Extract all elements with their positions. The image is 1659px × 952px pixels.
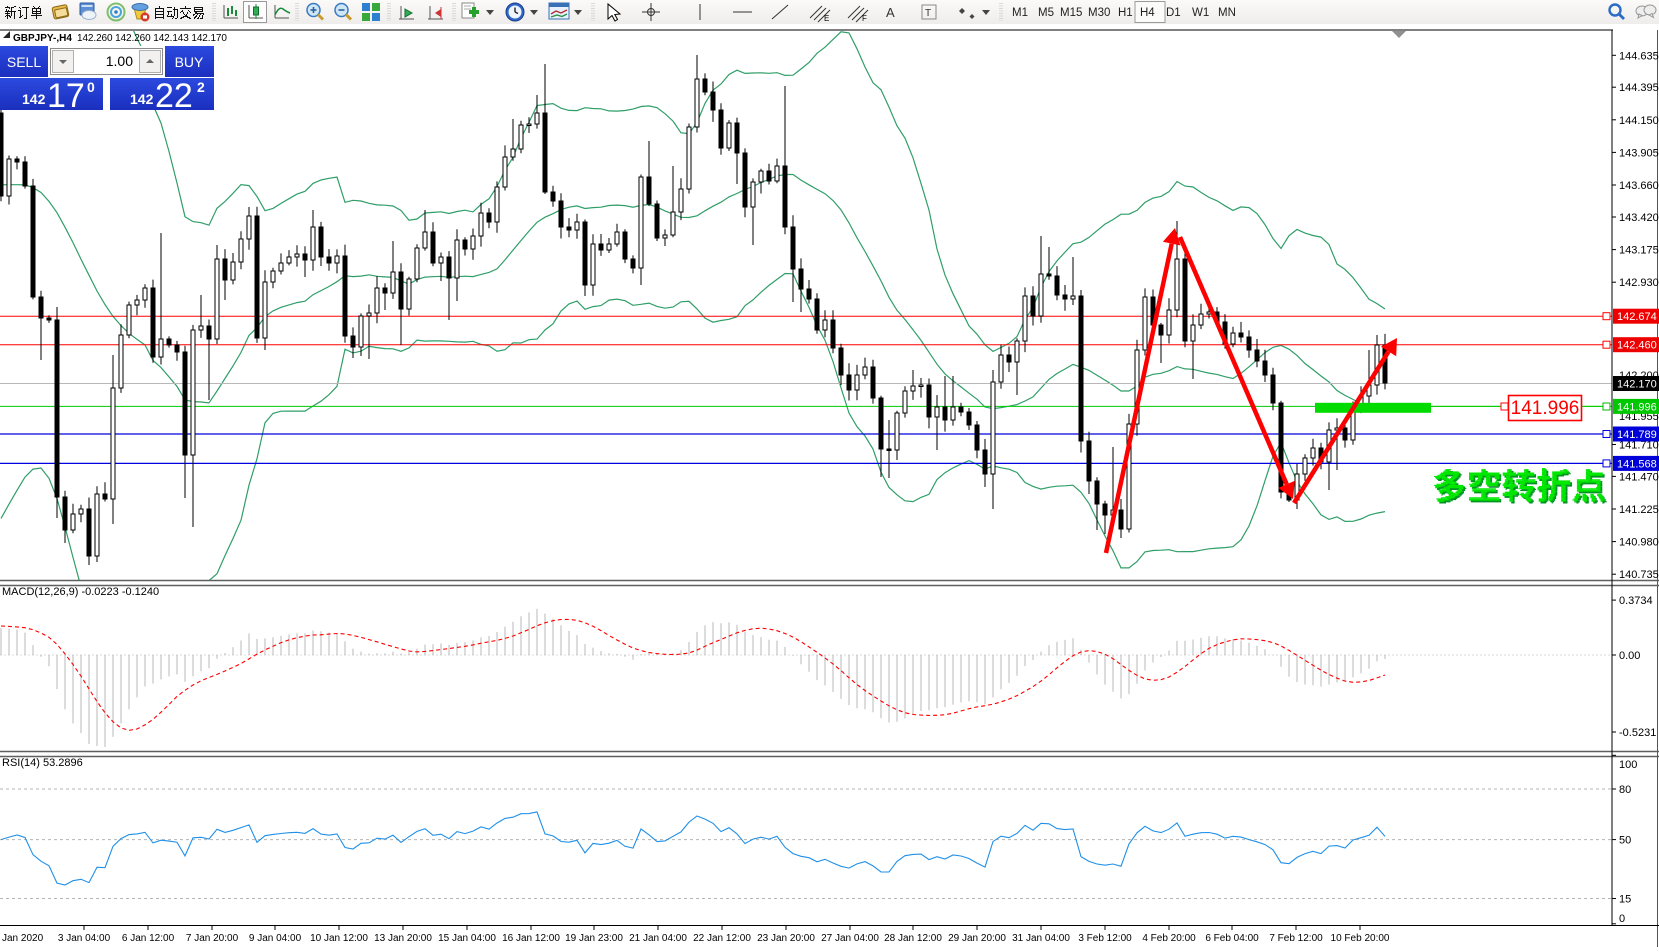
svg-text:10 Jan 12:00: 10 Jan 12:00 bbox=[310, 933, 368, 944]
svg-text:21 Jan 04:00: 21 Jan 04:00 bbox=[629, 933, 687, 944]
svg-text:142.260 142.260 142.143 142.17: 142.260 142.260 142.143 142.170 bbox=[77, 33, 227, 44]
svg-text:16 Jan 12:00: 16 Jan 12:00 bbox=[502, 933, 560, 944]
svg-text:MN: MN bbox=[1218, 7, 1236, 19]
svg-text:M15: M15 bbox=[1060, 7, 1082, 19]
svg-text:29 Jan 20:00: 29 Jan 20:00 bbox=[948, 933, 1006, 944]
svg-text:141.955: 141.955 bbox=[1619, 411, 1659, 423]
svg-text:9 Jan 04:00: 9 Jan 04:00 bbox=[249, 933, 302, 944]
svg-text:0: 0 bbox=[1619, 913, 1625, 925]
svg-text:M1: M1 bbox=[1012, 7, 1028, 19]
svg-text:22: 22 bbox=[155, 77, 193, 115]
svg-text:142.170: 142.170 bbox=[1617, 379, 1657, 391]
svg-text:MACD(12,26,9) -0.0223 -0.1240: MACD(12,26,9) -0.0223 -0.1240 bbox=[2, 586, 159, 598]
svg-text:142: 142 bbox=[22, 91, 46, 107]
svg-text:7 Jan 20:00: 7 Jan 20:00 bbox=[186, 933, 239, 944]
svg-text:0.00: 0.00 bbox=[1619, 650, 1640, 662]
svg-text:7 Feb 12:00: 7 Feb 12:00 bbox=[1269, 933, 1323, 944]
svg-text:141.789: 141.789 bbox=[1617, 429, 1657, 441]
svg-text:F: F bbox=[862, 14, 867, 23]
svg-text:T: T bbox=[925, 8, 931, 19]
svg-text:W1: W1 bbox=[1192, 7, 1209, 19]
svg-text:M30: M30 bbox=[1088, 7, 1110, 19]
svg-text:0.3734: 0.3734 bbox=[1619, 595, 1653, 607]
svg-text:142: 142 bbox=[130, 91, 154, 107]
svg-text:80: 80 bbox=[1619, 784, 1631, 796]
svg-text:RSI(14) 53.2896: RSI(14) 53.2896 bbox=[2, 757, 83, 769]
svg-text:23 Jan 20:00: 23 Jan 20:00 bbox=[757, 933, 815, 944]
svg-text:15: 15 bbox=[1619, 894, 1631, 906]
svg-text:141.470: 141.470 bbox=[1619, 471, 1659, 483]
svg-text:A: A bbox=[886, 5, 895, 20]
svg-text:3 Feb 12:00: 3 Feb 12:00 bbox=[1078, 933, 1132, 944]
svg-text:-0.5231: -0.5231 bbox=[1619, 727, 1656, 739]
svg-text:143.905: 143.905 bbox=[1619, 147, 1659, 159]
svg-text:140.735: 140.735 bbox=[1619, 569, 1659, 581]
svg-text:144.395: 144.395 bbox=[1619, 82, 1659, 94]
svg-text:19 Jan 23:00: 19 Jan 23:00 bbox=[565, 933, 623, 944]
svg-text:142.930: 142.930 bbox=[1619, 277, 1659, 289]
svg-text:SELL: SELL bbox=[7, 54, 41, 70]
svg-text:144.635: 144.635 bbox=[1619, 50, 1659, 62]
svg-text:31 Jan 04:00: 31 Jan 04:00 bbox=[1012, 933, 1070, 944]
svg-text:27 Jan 04:00: 27 Jan 04:00 bbox=[821, 933, 879, 944]
svg-text:141.996: 141.996 bbox=[1511, 398, 1580, 419]
svg-text:140.980: 140.980 bbox=[1619, 537, 1659, 549]
svg-text:Jan 2020: Jan 2020 bbox=[2, 933, 44, 944]
svg-text:28 Jan 12:00: 28 Jan 12:00 bbox=[884, 933, 942, 944]
svg-text:144.150: 144.150 bbox=[1619, 115, 1659, 127]
svg-text:D1: D1 bbox=[1166, 7, 1181, 19]
svg-text:6 Feb 04:00: 6 Feb 04:00 bbox=[1205, 933, 1259, 944]
svg-text:17: 17 bbox=[47, 77, 85, 115]
svg-text:13 Jan 20:00: 13 Jan 20:00 bbox=[374, 933, 432, 944]
svg-text:141.996: 141.996 bbox=[1617, 401, 1657, 413]
svg-text:1.00: 1.00 bbox=[106, 53, 133, 69]
svg-text:E: E bbox=[824, 14, 829, 23]
svg-text:141.225: 141.225 bbox=[1619, 504, 1659, 516]
svg-text:143.175: 143.175 bbox=[1619, 245, 1659, 257]
svg-text:141.568: 141.568 bbox=[1617, 458, 1657, 470]
svg-text:6 Jan 12:00: 6 Jan 12:00 bbox=[122, 933, 175, 944]
svg-text:3 Jan 04:00: 3 Jan 04:00 bbox=[58, 933, 111, 944]
svg-text:143.660: 143.660 bbox=[1619, 180, 1659, 192]
svg-text:2: 2 bbox=[197, 79, 205, 95]
svg-text:4 Feb 20:00: 4 Feb 20:00 bbox=[1142, 933, 1196, 944]
svg-text:H4: H4 bbox=[1140, 7, 1155, 19]
svg-text:100: 100 bbox=[1619, 759, 1637, 771]
svg-text:10 Feb 20:00: 10 Feb 20:00 bbox=[1331, 933, 1390, 944]
svg-text:141.710: 141.710 bbox=[1619, 440, 1659, 452]
svg-text:50: 50 bbox=[1619, 835, 1631, 847]
svg-text:GBPJPY-,H4: GBPJPY-,H4 bbox=[13, 33, 72, 44]
svg-text:15 Jan 04:00: 15 Jan 04:00 bbox=[438, 933, 496, 944]
svg-text:22 Jan 12:00: 22 Jan 12:00 bbox=[693, 933, 751, 944]
svg-text:143.420: 143.420 bbox=[1619, 212, 1659, 224]
svg-text:BUY: BUY bbox=[175, 54, 204, 70]
svg-text:142.460: 142.460 bbox=[1617, 340, 1657, 352]
svg-text:M5: M5 bbox=[1038, 7, 1054, 19]
svg-text:H1: H1 bbox=[1118, 7, 1133, 19]
svg-text:0: 0 bbox=[87, 79, 95, 95]
svg-text:142.674: 142.674 bbox=[1617, 311, 1657, 323]
